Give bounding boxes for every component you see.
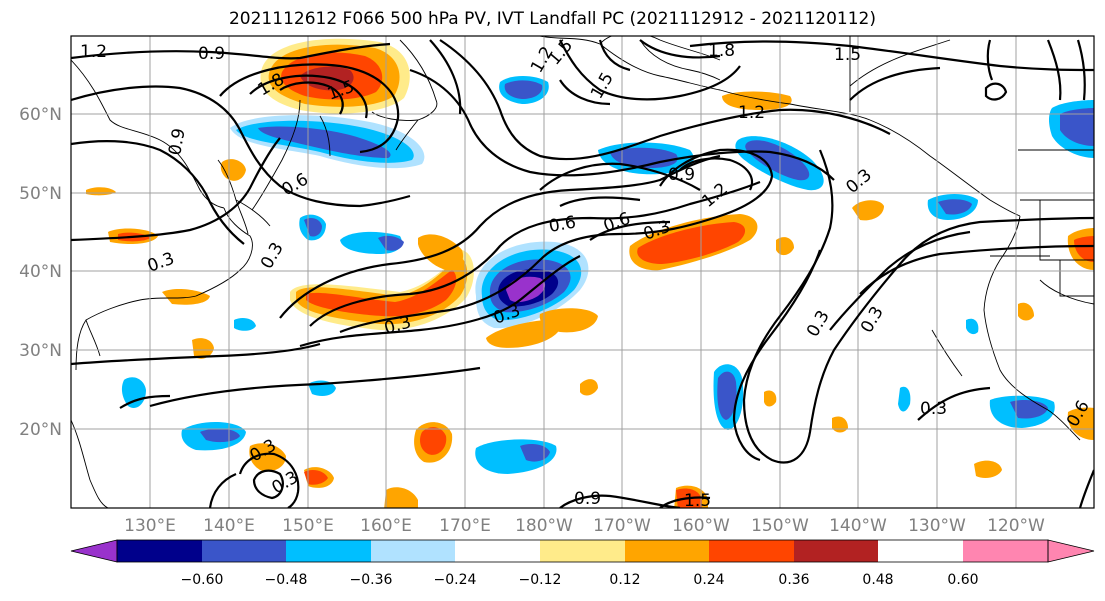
lon-label: 160°W	[672, 516, 730, 536]
colorbar-tick-label: −0.48	[265, 572, 308, 588]
contour-label: 0.3	[803, 307, 834, 340]
lon-label: 160°E	[360, 516, 412, 536]
contour-label: 0.9	[574, 489, 601, 509]
contour-label: 1.5	[684, 491, 711, 511]
colorbar-outline	[116, 539, 1049, 563]
lat-label: 20°N	[19, 420, 62, 440]
contour-label: 0.3	[257, 239, 288, 272]
contour-label: 0.6	[547, 213, 577, 237]
colorbar-tick-label: −0.60	[181, 572, 224, 588]
contour-label: 0.9	[165, 127, 189, 157]
colorbar-segment	[70, 539, 118, 563]
contour-label: 1.2	[738, 103, 765, 123]
ivt-contours	[71, 39, 1094, 508]
lat-label: 40°N	[19, 262, 62, 282]
colorbar-tick-label: 0.48	[862, 572, 893, 588]
colorbar	[70, 539, 1095, 563]
lon-label: 140°W	[829, 516, 887, 536]
lon-label: 170°E	[439, 516, 491, 536]
lat-label: 60°N	[19, 105, 62, 125]
lat-label: 30°N	[19, 341, 62, 361]
longitude-labels: 130°E 140°E 150°E 160°E 170°E 180°W 170°…	[124, 516, 1045, 536]
lon-label: 150°W	[751, 516, 809, 536]
gridlines	[71, 36, 1094, 508]
lon-label: 120°W	[987, 516, 1045, 536]
lon-label: 180°W	[515, 516, 573, 536]
map-plot-area: 1.2 0.9 1.8 1.5 1.2 1.5 0.9 0.6 0.3 0.3 …	[71, 36, 1094, 511]
contour-label: 0.9	[198, 44, 225, 64]
colorbar-segment	[1047, 539, 1095, 563]
lon-label: 130°E	[124, 516, 176, 536]
contour-label: 0.9	[668, 165, 695, 185]
colorbar-segment	[540, 540, 625, 562]
colorbar-tick-labels: −0.60 −0.48 −0.36 −0.24 −0.12 0.12 0.24 …	[181, 572, 979, 588]
colorbar-tick-label: −0.12	[519, 572, 562, 588]
contour-label: 0.6	[279, 169, 312, 200]
contour-label: 1.5	[587, 69, 618, 102]
contour-label: 1.5	[834, 45, 861, 65]
colorbar-segment	[794, 540, 878, 562]
colorbar-tick-label: 0.24	[693, 572, 724, 588]
lon-label: 130°W	[908, 516, 966, 536]
contour-label: 0.3	[920, 399, 947, 419]
colorbar-tick-label: 0.12	[609, 572, 640, 588]
contour-label: 1.2	[80, 42, 107, 62]
colorbar-tick-label: 0.36	[778, 572, 809, 588]
colorbar-segment	[963, 540, 1048, 562]
colorbar-tick-label: 0.60	[947, 572, 978, 588]
map-frame	[70, 35, 1095, 509]
colorbar-segment	[117, 540, 202, 562]
lat-label: 50°N	[19, 184, 62, 204]
colorbar-tick-label: −0.36	[350, 572, 393, 588]
colorbar-segment	[286, 540, 371, 562]
lon-label: 140°E	[203, 516, 255, 536]
contour-label: 0.3	[857, 303, 888, 336]
contour-label: 1.8	[708, 41, 735, 61]
colorbar-segment	[455, 540, 540, 562]
colorbar-segment	[371, 540, 455, 562]
lon-label: 150°E	[282, 516, 334, 536]
colorbar-segment	[202, 540, 286, 562]
colorbar-tick-label: −0.24	[434, 572, 477, 588]
map-title: 2021112612 F066 500 hPa PV, IVT Landfall…	[228, 9, 876, 29]
contour-label: 0.6	[601, 209, 633, 237]
contour-label: 1.2	[698, 179, 732, 212]
colorbar-segment	[709, 540, 794, 562]
lon-label: 170°W	[593, 516, 651, 536]
latitude-labels: 20°N 30°N 40°N 50°N 60°N	[19, 105, 62, 440]
colorbar-segment	[625, 540, 709, 562]
pv-shading	[86, 38, 1094, 508]
